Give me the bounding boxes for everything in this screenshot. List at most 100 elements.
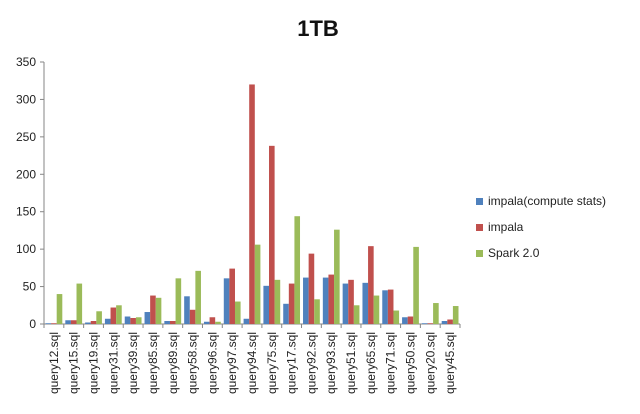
bar — [427, 323, 434, 324]
x-tick-label: query97.sql — [225, 332, 239, 394]
x-tick-label: query15.sql — [67, 332, 81, 394]
bar — [229, 268, 235, 324]
bars — [45, 84, 459, 325]
bar — [342, 283, 349, 324]
legend: impala(compute stats) impala Spark 2.0 — [476, 194, 606, 260]
x-tick-label: query65.sql — [364, 332, 378, 394]
bar — [184, 296, 190, 324]
x-tick-label: query12.sql — [47, 332, 61, 394]
bar — [283, 303, 289, 324]
bar — [155, 297, 162, 324]
axes: 0 50 100 150 200 250 300 350 query12.sql query15.… — [16, 55, 461, 394]
y-tick-label: 100 — [16, 242, 36, 256]
bar — [85, 322, 91, 324]
y-tick-label: 300 — [16, 92, 36, 106]
bar — [96, 311, 102, 324]
x-tick-label: query89.sql — [166, 332, 180, 394]
bar — [334, 229, 340, 324]
x-tick-label: query94.sql — [245, 332, 259, 394]
x-tick-label: query19.sql — [87, 332, 101, 394]
bar — [124, 316, 131, 324]
bar — [254, 244, 261, 324]
bar — [362, 282, 369, 324]
bar — [373, 295, 380, 324]
bar — [382, 290, 388, 324]
bar — [269, 145, 275, 324]
x-tick-label: query96.sql — [205, 332, 219, 394]
bar — [328, 274, 335, 324]
bar — [407, 316, 414, 324]
bar — [249, 84, 255, 325]
bar — [45, 323, 52, 324]
bar — [413, 246, 419, 324]
y-tick-label: 150 — [16, 205, 36, 219]
legend-label: Spark 2.0 — [488, 246, 540, 260]
x-tick-label: query51.sql — [344, 332, 358, 394]
y-tick-label: 250 — [16, 130, 36, 144]
bar — [303, 277, 309, 324]
y-tick-label: 50 — [23, 280, 37, 294]
bar — [175, 278, 182, 324]
bar — [452, 306, 459, 324]
bar — [234, 301, 241, 324]
bar — [116, 305, 122, 324]
bar — [110, 307, 117, 324]
bar — [314, 299, 320, 324]
x-tick-label: query31.sql — [106, 332, 120, 394]
y-tick-label: 350 — [16, 55, 36, 69]
x-tick-label: query71.sql — [384, 332, 398, 394]
x-tick-label: query17.sql — [285, 332, 299, 394]
bar — [144, 312, 151, 324]
bar — [169, 321, 176, 324]
legend-swatch — [476, 224, 483, 231]
bar — [104, 318, 111, 324]
bar — [441, 321, 448, 324]
y-tick-label: 0 — [29, 317, 36, 331]
x-tick-label: query75.sql — [265, 332, 279, 394]
bar — [433, 303, 439, 324]
bar — [51, 323, 57, 324]
x-tick-label: query92.sql — [304, 332, 318, 394]
x-tick-label: query20.sql — [423, 332, 437, 394]
bar — [76, 283, 83, 324]
bar — [368, 246, 374, 324]
bar — [348, 279, 354, 324]
bar — [387, 289, 394, 324]
bar — [195, 270, 201, 324]
x-tick-label: query45.sql — [443, 332, 457, 394]
bar — [243, 318, 250, 324]
legend-label: impala — [488, 220, 524, 234]
bar — [447, 319, 453, 324]
bar — [393, 310, 400, 324]
bar — [135, 317, 142, 324]
bar — [150, 295, 156, 324]
bar — [65, 320, 71, 324]
bar — [322, 277, 329, 324]
bar — [70, 320, 77, 324]
legend-label: impala(compute stats) — [488, 194, 606, 208]
bar — [215, 321, 221, 324]
bar — [308, 253, 315, 324]
bar — [402, 317, 408, 324]
bar — [189, 309, 196, 324]
bar — [56, 294, 63, 324]
y-tick-label: 200 — [16, 167, 36, 181]
x-tick-label: query93.sql — [324, 332, 338, 394]
x-tick-label: query85.sql — [146, 332, 160, 394]
legend-swatch — [476, 198, 483, 205]
bar — [223, 278, 230, 324]
x-tick-label: query50.sql — [403, 332, 417, 394]
x-tick-label: query58.sql — [186, 332, 200, 394]
bar — [209, 317, 216, 324]
bar — [203, 321, 210, 324]
bar — [421, 323, 428, 324]
bar — [294, 216, 301, 324]
bar — [164, 321, 170, 324]
chart-title: 1TB — [297, 16, 339, 41]
bar — [274, 279, 281, 324]
legend-swatch — [476, 250, 483, 257]
bar — [263, 285, 270, 324]
x-tick-label: query39.sql — [126, 332, 140, 394]
